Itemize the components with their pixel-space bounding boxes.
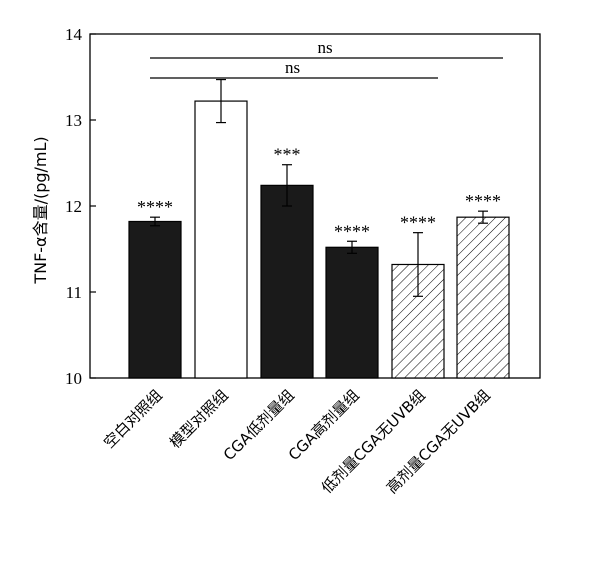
y-tick-label: 13 bbox=[65, 111, 82, 130]
bar bbox=[325, 246, 379, 379]
x-tick-label: 模型对照组 bbox=[166, 386, 232, 452]
y-tick-label: 10 bbox=[65, 369, 82, 388]
significance-label: **** bbox=[137, 197, 173, 217]
y-tick-label: 11 bbox=[66, 283, 82, 302]
y-tick-label: 14 bbox=[65, 25, 83, 44]
bar bbox=[456, 216, 510, 379]
y-axis-label: TNF-α含量/(pg/mL) bbox=[31, 136, 50, 284]
significance-label: **** bbox=[400, 213, 436, 233]
significance-label: *** bbox=[274, 145, 301, 165]
bar bbox=[128, 220, 182, 379]
significance-label: **** bbox=[334, 221, 370, 241]
bar bbox=[194, 100, 248, 379]
significance-label: **** bbox=[465, 191, 501, 211]
bar bbox=[260, 184, 314, 379]
y-tick-label: 12 bbox=[65, 197, 82, 216]
comparison-label: ns bbox=[317, 38, 332, 57]
x-tick-label: 空白对照组 bbox=[100, 386, 166, 452]
comparison-label: ns bbox=[285, 58, 300, 77]
